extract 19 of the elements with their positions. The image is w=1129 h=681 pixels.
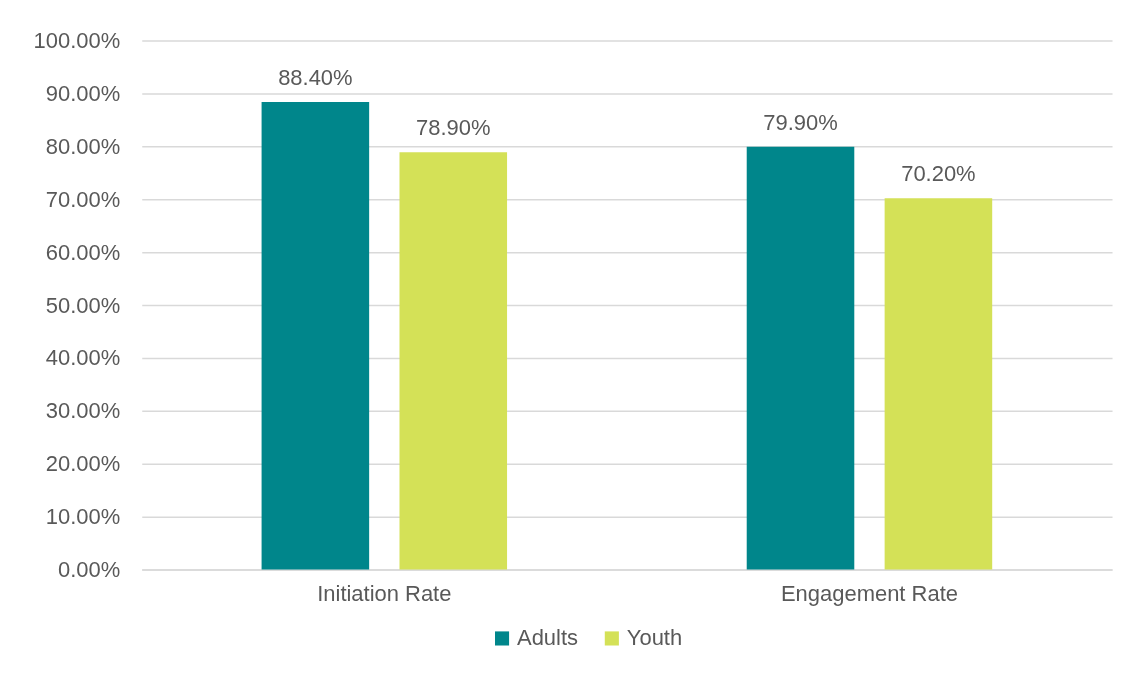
data-label: 88.40% (278, 64, 353, 90)
data-label: 70.20% (901, 161, 976, 187)
x-tick-label: Initiation Rate (317, 581, 452, 607)
y-tick-label: 90.00% (45, 80, 121, 106)
y-tick-label: 30.00% (45, 398, 121, 424)
legend-label: Youth (626, 625, 683, 651)
data-label: 79.90% (763, 109, 838, 135)
y-tick-label: 0.00% (58, 557, 121, 583)
y-tick-label: 10.00% (45, 504, 121, 530)
x-tick-label: Engagement Rate (780, 581, 958, 607)
y-tick-label: 70.00% (45, 186, 121, 212)
y-tick-label: 80.00% (45, 133, 121, 159)
data-label: 78.90% (416, 115, 491, 141)
y-tick-label: 100.00% (33, 28, 121, 53)
legend-label: Adults (517, 625, 579, 651)
y-tick-label: 20.00% (45, 451, 121, 477)
y-tick-label: 60.00% (45, 239, 121, 265)
y-tick-label: 50.00% (45, 292, 121, 318)
y-tick-label: 40.00% (45, 345, 121, 371)
